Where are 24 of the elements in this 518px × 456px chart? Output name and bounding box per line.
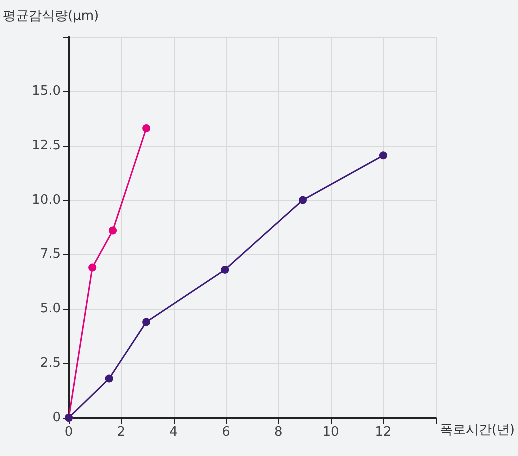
x-tick-label: 4	[170, 425, 178, 440]
y-tick-label: 10.0	[32, 192, 61, 208]
x-tick-label: 12	[375, 425, 392, 440]
x-tick-label: 0	[64, 425, 74, 440]
y-tick-label: 7.5	[40, 247, 61, 262]
x-tick-label: 8	[274, 425, 283, 440]
y-tick-label: 15.0	[32, 84, 61, 99]
y-tick-label: 12.5	[32, 138, 61, 154]
x-tick-label: 2	[117, 425, 126, 440]
y-tick-label: 0	[52, 410, 61, 426]
point	[221, 266, 230, 274]
point	[299, 196, 307, 204]
point	[379, 152, 388, 160]
x-tick-label: 10	[322, 425, 340, 440]
point	[109, 226, 118, 235]
point	[105, 374, 114, 383]
point	[88, 264, 97, 272]
point	[142, 318, 151, 326]
point	[142, 124, 151, 132]
x-tick-label: 6	[222, 425, 230, 440]
y-tick-label: 2.5	[40, 356, 61, 372]
y-axis-title: 평균감식량(μm)	[3, 9, 100, 24]
x-axis-title: 폭로시간(년)	[440, 423, 516, 438]
y-tick-label: 5.0	[40, 302, 61, 317]
